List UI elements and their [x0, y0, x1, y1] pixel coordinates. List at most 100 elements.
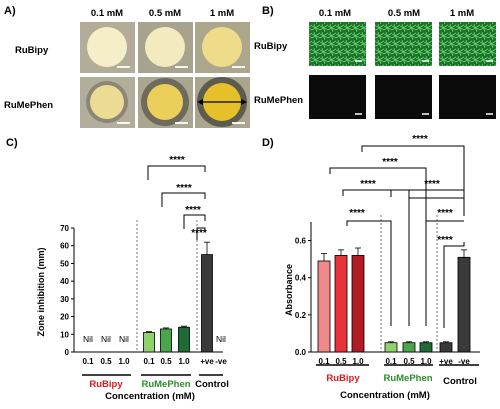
significance-label: ****	[191, 228, 207, 239]
bar	[201, 254, 213, 353]
biofilm-micrograph	[375, 75, 432, 119]
x-tick-label: +ve	[439, 357, 453, 366]
y-tick-label: 10	[60, 330, 69, 339]
group-label-control: Control	[195, 379, 229, 390]
bar	[160, 328, 172, 353]
x-tick-label: 1.0	[178, 357, 190, 366]
x-tick-label: -ve	[215, 357, 227, 366]
group-label-control: Control	[443, 376, 477, 387]
significance-bracket	[147, 165, 206, 180]
arrowhead-icon	[197, 99, 203, 105]
y-axis-ticks: 0.0 0.2 0.4 0.6	[295, 237, 311, 357]
bar	[419, 342, 433, 353]
panel-a-letter: A)	[4, 5, 16, 17]
biofilm-micrograph	[309, 22, 366, 66]
x-tick-label: 1.0	[118, 357, 130, 366]
x-tick-label: -ve	[458, 357, 470, 366]
significance-label: ****	[424, 179, 440, 190]
y-axis-label: Absorbance	[284, 264, 294, 316]
group-label-rubipy: RuBipy	[326, 373, 360, 384]
y-tick-label: 60	[60, 242, 69, 251]
panel-a-col-header: 0.5 mM	[149, 8, 181, 19]
y-tick-label: 0.0	[295, 348, 307, 357]
y-tick-label: 30	[60, 295, 69, 304]
significance-bracket	[342, 189, 410, 326]
biofilm-micrograph	[439, 22, 496, 66]
x-tick-label: 1.0	[352, 357, 364, 366]
significance-label: ****	[437, 235, 453, 246]
group-label-rumephen: RuMePhen	[141, 379, 190, 390]
bar	[402, 342, 416, 353]
x-tick-label: 0.1	[385, 357, 397, 366]
value-label: Nil	[216, 334, 226, 344]
x-tick-label: 0.5	[403, 357, 415, 366]
bar	[384, 342, 398, 353]
panel-b-col-header: 1 mM	[450, 8, 474, 19]
bars	[143, 241, 213, 353]
well-disc	[202, 27, 242, 67]
significance-bracket	[161, 192, 206, 207]
significance-label: ****	[437, 208, 453, 219]
y-tick-label: 0.6	[295, 237, 307, 246]
significance-bracket	[346, 220, 392, 326]
bar	[317, 260, 331, 353]
y-tick-label: 0	[65, 348, 70, 357]
panel-b-row-label: RuMePhen	[254, 95, 303, 106]
panel-a: A) 0.1 mM 0.5 mM 1 mM RuBipy RuMePhen	[4, 5, 250, 128]
value-label: Nil	[83, 334, 93, 344]
bar	[351, 255, 365, 353]
y-tick-label: 40	[60, 277, 69, 286]
significance-label: ****	[382, 157, 398, 168]
biofilm-micrograph	[439, 75, 496, 119]
panel-a-row-label: RuBipy	[15, 45, 49, 56]
panel-a-row-label: RuMePhen	[4, 100, 53, 111]
value-label: Nil	[119, 334, 129, 344]
bar	[334, 255, 348, 353]
panel-a-col-header: 0.1 mM	[91, 8, 123, 19]
bar	[178, 326, 190, 353]
y-tick-label: 0.2	[295, 311, 307, 320]
y-tick-label: 50	[60, 259, 69, 268]
well-disc	[147, 84, 183, 120]
biofilm-micrograph	[309, 75, 366, 119]
biofilm-micrograph	[375, 22, 432, 66]
significance-bracket	[361, 145, 465, 216]
x-tick-label: 0.1	[143, 357, 155, 366]
y-axis-ticks: 0 10 20 30 40 50 60 70	[60, 224, 74, 357]
group-label-rubipy: RuBipy	[89, 379, 123, 390]
significance-label: ****	[412, 134, 428, 145]
significance-label: ****	[169, 155, 185, 166]
significance-bracket	[390, 189, 465, 216]
panel-b: B) 0.1 mM 0.5 mM 1 mM RuBipy RuMePhen	[254, 5, 496, 119]
x-tick-label: 0.5	[335, 357, 347, 366]
x-tick-label: 0.5	[100, 357, 112, 366]
panel-a-col-header: 1 mM	[210, 8, 234, 19]
panel-d-letter: D)	[262, 137, 274, 149]
x-tick-label: 0.1	[318, 357, 330, 366]
bar	[143, 332, 155, 353]
bars	[317, 247, 471, 353]
panel-b-col-header: 0.5 mM	[388, 8, 420, 19]
significance-bracket	[196, 227, 206, 240]
significance-bracket	[183, 214, 206, 229]
x-tick-label: 0.1	[82, 357, 94, 366]
x-axis-label: Concentration (mM)	[340, 390, 430, 401]
y-axis-label: Zone inhibition (mm)	[36, 248, 46, 337]
x-tick-labels: 0.1 0.5 1.0 0.1 0.5 1.0 +ve -ve	[82, 357, 227, 366]
significance-bracket	[408, 197, 464, 212]
y-tick-label: 20	[60, 313, 69, 322]
significance-label: ****	[360, 179, 376, 190]
y-tick-label: 0.4	[295, 274, 307, 283]
well-disc	[87, 27, 127, 67]
bar	[439, 342, 453, 353]
panel-b-row-label: RuBipy	[254, 41, 288, 52]
group-label-rumephen: RuMePhen	[383, 373, 432, 384]
x-tick-label: 1.0	[420, 357, 432, 366]
panel-b-col-header: 0.1 mM	[319, 8, 351, 19]
well-disc	[90, 85, 124, 119]
panel-c-letter: C)	[6, 137, 18, 149]
significance-label: ****	[185, 205, 201, 216]
x-tick-label: +ve	[200, 357, 214, 366]
panel-d: D) Absorbance 0.0 0.2 0.4 0.6 0.1 0.5 1.0 0.1 0…	[262, 134, 480, 401]
